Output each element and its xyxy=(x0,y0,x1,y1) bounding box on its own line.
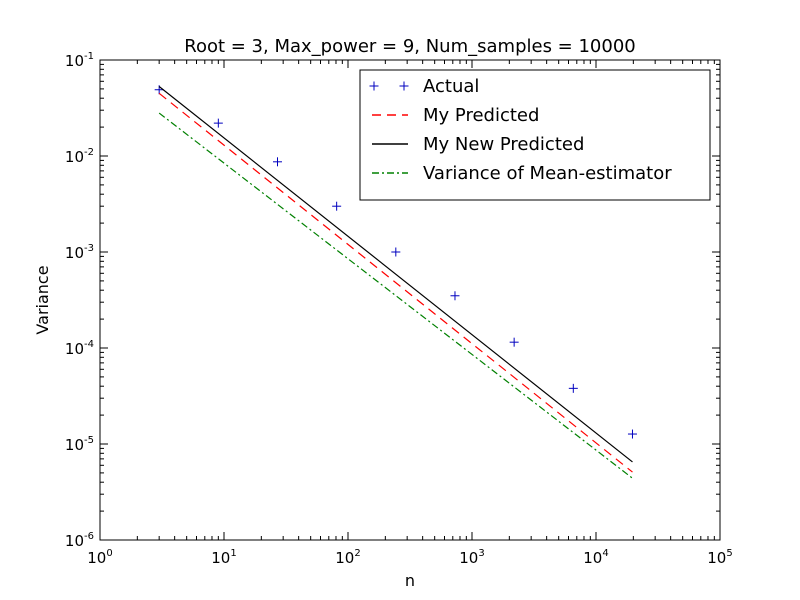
y-tick-label: 10-2 xyxy=(65,147,94,166)
y-tick-label-exponent: -6 xyxy=(84,531,94,542)
y-tick-label-exponent: -1 xyxy=(84,51,94,62)
data-point-actual xyxy=(272,157,282,167)
y-tick-label: 10-4 xyxy=(65,339,94,358)
x-tick-label: 100 xyxy=(87,548,112,567)
series-line-variance-of-mean-estimator xyxy=(158,112,633,479)
y-tick-label-exponent: -5 xyxy=(84,435,94,446)
y-tick-label-base: 10 xyxy=(65,52,84,70)
x-tick-label-exponent: 4 xyxy=(602,548,608,559)
data-point-actual xyxy=(627,429,637,439)
x-tick-label-base: 10 xyxy=(87,549,106,567)
y-tick-label-base: 10 xyxy=(65,436,84,454)
y-tick-label-base: 10 xyxy=(65,532,84,550)
series-actual xyxy=(154,85,637,439)
x-tick-label: 103 xyxy=(459,548,484,567)
data-point-actual xyxy=(213,118,223,128)
legend-label-my-new-predicted: My New Predicted xyxy=(423,134,584,155)
x-tick-label: 102 xyxy=(335,548,360,567)
plot-frame xyxy=(99,59,721,541)
y-tick-label: 10-5 xyxy=(65,435,94,454)
legend-label-actual: Actual xyxy=(423,76,479,97)
y-tick-label: 10-3 xyxy=(65,243,94,262)
data-point-actual xyxy=(509,337,519,347)
x-tick-label-exponent: 1 xyxy=(230,548,236,559)
x-tick-label-exponent: 0 xyxy=(106,548,112,559)
x-tick-label-base: 10 xyxy=(459,549,478,567)
y-tick-label-exponent: -2 xyxy=(84,147,94,158)
y-tick-label-base: 10 xyxy=(65,148,84,166)
legend-marker-actual xyxy=(369,81,379,91)
x-tick-label-base: 10 xyxy=(211,549,230,567)
legend: Actual My Predicted My New Predicted Varian… xyxy=(359,69,711,201)
y-tick-label-base: 10 xyxy=(65,244,84,262)
legend-label-variance-of-mean-estimator: Variance of Mean-estimator xyxy=(423,163,672,184)
x-tick-label-base: 10 xyxy=(707,549,726,567)
x-tick-label-exponent: 2 xyxy=(354,548,360,559)
x-tick-label: 101 xyxy=(211,548,236,567)
data-point-actual xyxy=(391,247,401,257)
x-tick-label-exponent: 5 xyxy=(726,548,732,559)
y-tick-label-base: 10 xyxy=(65,340,84,358)
y-tick-label: 10-1 xyxy=(65,51,94,70)
legend-marker-actual xyxy=(399,81,409,91)
legend-label-my-predicted: My Predicted xyxy=(423,105,539,126)
y-tick-label-exponent: -4 xyxy=(84,339,94,350)
chart-title: Root = 3, Max_power = 9, Num_samples = 1… xyxy=(184,36,636,57)
x-tick-label: 105 xyxy=(707,548,732,567)
legend-box xyxy=(359,69,711,201)
data-point-actual xyxy=(568,383,578,393)
y-tick-label-exponent: -3 xyxy=(84,243,94,254)
data-point-actual xyxy=(332,201,342,211)
y-tick-label: 10-6 xyxy=(65,531,94,550)
series-line-my-predicted xyxy=(158,92,633,473)
plot-area xyxy=(154,85,637,479)
y-axis-title: Variance xyxy=(33,265,52,334)
x-axis-title: n xyxy=(405,571,415,590)
x-tick-label-base: 10 xyxy=(583,549,602,567)
axis-ticks: 100 101 102 103 104 10510-610-510-410-310-210… xyxy=(65,51,733,567)
x-tick-label-exponent: 3 xyxy=(478,548,484,559)
x-tick-label-base: 10 xyxy=(335,549,354,567)
x-tick-label: 104 xyxy=(583,548,608,567)
series-line-my-new-predicted xyxy=(158,85,633,463)
data-point-actual xyxy=(450,291,460,301)
